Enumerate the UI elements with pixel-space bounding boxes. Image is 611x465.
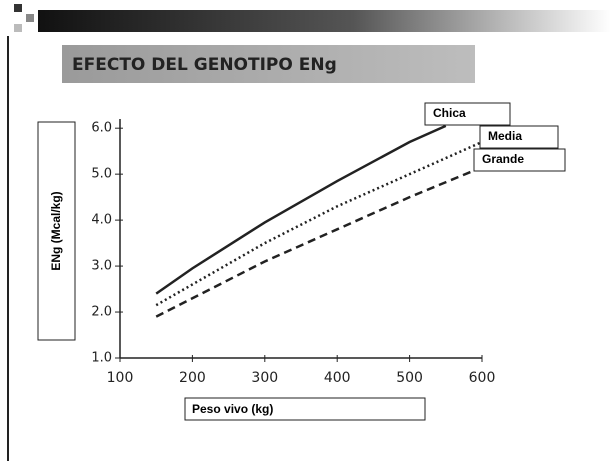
x-tick-label: 100 xyxy=(107,370,134,386)
series-line xyxy=(155,124,447,295)
x-tick-label: 600 xyxy=(469,370,496,386)
series-line xyxy=(155,140,483,307)
x-tick-label: 200 xyxy=(179,370,206,386)
x-tick-label: 300 xyxy=(251,370,278,386)
chart-title: EFECTO DEL GENOTIPO ENg xyxy=(72,55,337,75)
title-box xyxy=(62,45,475,83)
legend-label: Chica xyxy=(433,106,466,120)
legend-box xyxy=(473,148,566,172)
legend-label: Grande xyxy=(482,152,524,166)
x-axis-label: Peso vivo (kg) xyxy=(192,402,273,416)
xlabel-box xyxy=(184,397,426,421)
y-axis-label: ENg (Mcal/kg) xyxy=(49,191,63,270)
legend-box xyxy=(424,102,511,126)
x-tick-label: 400 xyxy=(324,370,351,386)
y-tick-label: 4.0 xyxy=(91,213,112,228)
decor xyxy=(14,4,22,12)
y-tick-label: 5.0 xyxy=(91,167,112,182)
y-tick-label: 6.0 xyxy=(91,121,112,136)
legend-box xyxy=(479,125,559,149)
y-tick-label: 1.0 xyxy=(91,351,112,366)
x-tick-label: 500 xyxy=(396,370,423,386)
y-tick-label: 2.0 xyxy=(91,305,112,320)
legend-label: Media xyxy=(488,129,522,143)
y-tick-label: 3.0 xyxy=(91,259,112,274)
series-line xyxy=(155,166,483,318)
decor xyxy=(14,24,22,32)
header-bar xyxy=(38,10,611,32)
decor xyxy=(26,14,34,22)
ylabel-box xyxy=(37,121,76,341)
